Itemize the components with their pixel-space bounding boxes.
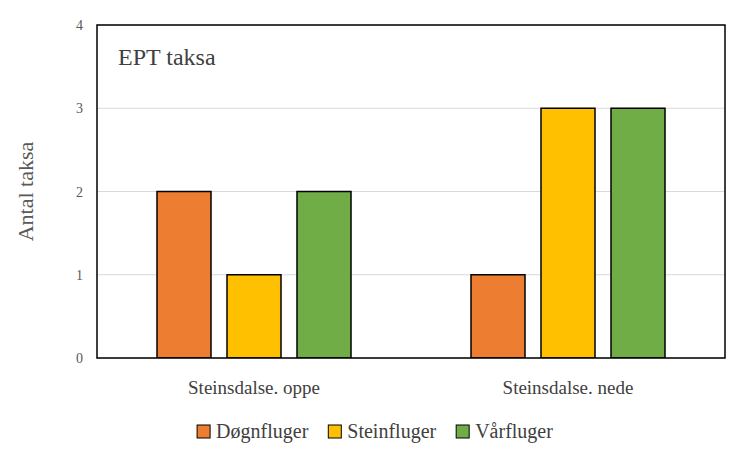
bar bbox=[297, 192, 351, 359]
bar bbox=[611, 108, 665, 358]
bar bbox=[227, 275, 281, 358]
legend-swatch bbox=[456, 425, 469, 438]
bar bbox=[541, 108, 595, 358]
tick-label: 0 bbox=[76, 351, 83, 366]
tick-label: 3 bbox=[76, 101, 83, 116]
legend-label: Vårfluger bbox=[475, 420, 553, 443]
legend-label: Steinfluger bbox=[347, 420, 436, 443]
legend: Døgnfluger Steinfluger Vårfluger bbox=[197, 420, 553, 443]
tick-label: 4 bbox=[76, 18, 83, 33]
bar bbox=[471, 275, 525, 358]
tick-label: 1 bbox=[76, 268, 83, 283]
category-label: Steinsdalse. nede bbox=[503, 377, 634, 398]
bars bbox=[157, 108, 665, 358]
legend-swatch bbox=[328, 425, 341, 438]
chart: 0 1 2 3 4 Steinsdalse. oppe Steinsdalse. nede E… bbox=[0, 0, 750, 450]
legend-label: Døgnfluger bbox=[216, 420, 309, 443]
legend-swatch bbox=[197, 425, 210, 438]
category-label: Steinsdalse. oppe bbox=[188, 377, 320, 398]
bar bbox=[157, 192, 211, 359]
title: EPT taksa bbox=[118, 44, 216, 70]
plot-frame bbox=[97, 25, 725, 358]
y-axis-label: Antal taksa bbox=[13, 141, 38, 241]
tick-label: 2 bbox=[76, 185, 83, 200]
